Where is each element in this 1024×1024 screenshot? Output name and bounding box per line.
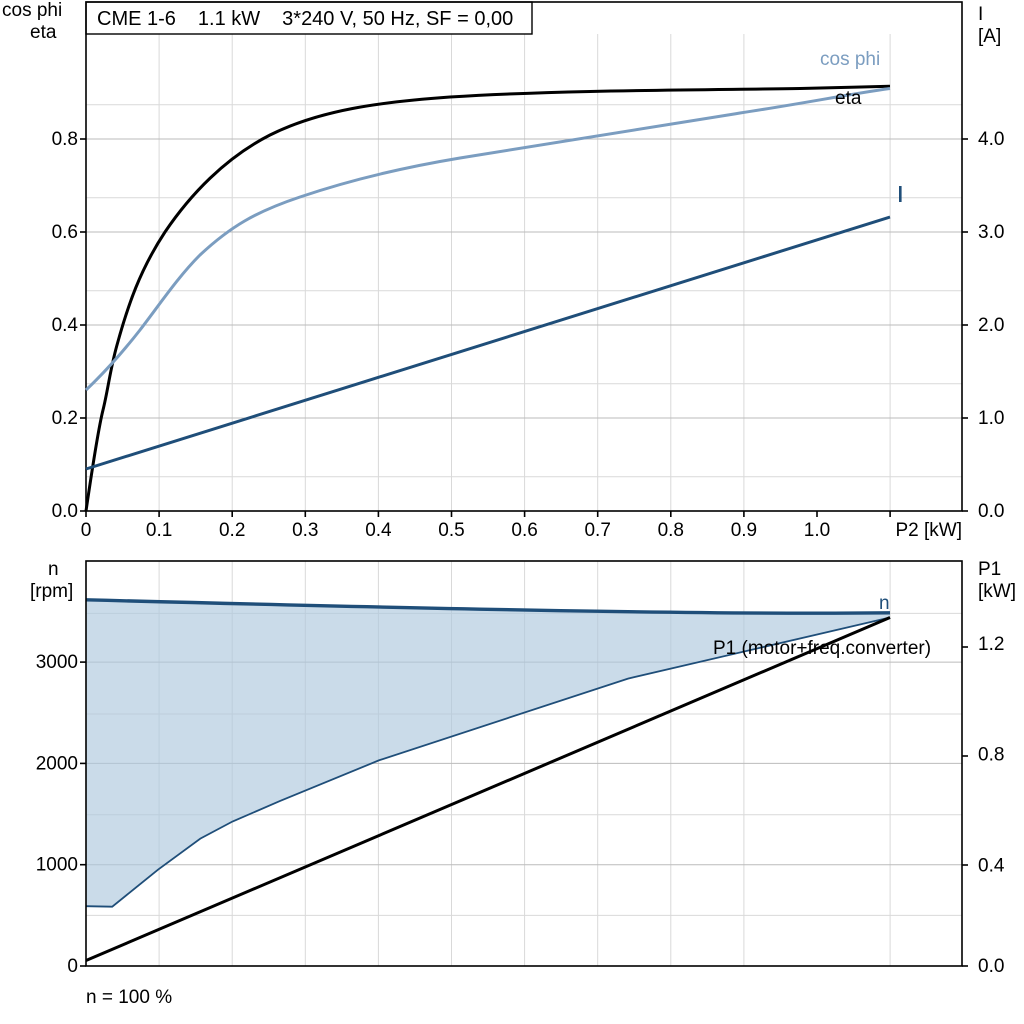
svg-text:P2 [kW]: P2 [kW] <box>895 520 962 541</box>
svg-text:n = 100 %: n = 100 % <box>86 987 172 1008</box>
svg-text:0.8: 0.8 <box>658 520 684 541</box>
svg-text:0.4: 0.4 <box>978 856 1005 877</box>
svg-text:4.0: 4.0 <box>978 129 1004 150</box>
svg-text:3.0: 3.0 <box>978 222 1004 243</box>
svg-text:eta: eta <box>835 88 862 109</box>
svg-text:0.5: 0.5 <box>438 520 464 541</box>
svg-text:0.9: 0.9 <box>731 520 757 541</box>
svg-text:eta: eta <box>30 22 57 43</box>
svg-text:cos phi: cos phi <box>820 49 880 70</box>
svg-text:0.8: 0.8 <box>52 129 78 150</box>
svg-text:0.4: 0.4 <box>365 520 392 541</box>
svg-text:2.0: 2.0 <box>978 315 1004 336</box>
svg-text:1.0: 1.0 <box>804 520 830 541</box>
svg-text:0: 0 <box>81 520 92 541</box>
svg-text:1.2: 1.2 <box>978 634 1004 655</box>
svg-text:0.0: 0.0 <box>52 501 78 522</box>
svg-text:[rpm]: [rpm] <box>30 581 73 602</box>
svg-text:0.8: 0.8 <box>978 745 1004 766</box>
svg-text:1000: 1000 <box>36 855 78 876</box>
svg-text:0.7: 0.7 <box>584 520 610 541</box>
svg-text:0.3: 0.3 <box>292 520 318 541</box>
svg-text:n: n <box>879 593 890 614</box>
svg-text:[A]: [A] <box>978 26 1001 47</box>
svg-text:1.0: 1.0 <box>978 408 1004 429</box>
svg-text:P1: P1 <box>978 559 1001 580</box>
svg-text:P1 (motor+freq.converter): P1 (motor+freq.converter) <box>713 638 931 659</box>
svg-text:0.6: 0.6 <box>52 222 78 243</box>
svg-text:0.4: 0.4 <box>52 315 79 336</box>
svg-text:3000: 3000 <box>36 652 78 673</box>
svg-text:0.1: 0.1 <box>146 520 172 541</box>
svg-text:0.2: 0.2 <box>52 408 78 429</box>
svg-text:0.6: 0.6 <box>511 520 537 541</box>
svg-text:n: n <box>48 559 59 580</box>
svg-text:0.0: 0.0 <box>978 956 1004 977</box>
svg-text:2000: 2000 <box>36 753 78 774</box>
svg-text:I: I <box>978 4 983 25</box>
svg-text:[kW]: [kW] <box>978 581 1016 602</box>
svg-text:0: 0 <box>67 956 78 977</box>
svg-text:cos phi: cos phi <box>2 0 62 21</box>
svg-text:0.2: 0.2 <box>219 520 245 541</box>
svg-text:0.0: 0.0 <box>978 501 1004 522</box>
svg-text:CME 1-61.1 kW3*240 V, 50 Hz, S: CME 1-6 1.1 kW 3*240 V, 50 Hz, SF = 0,00 <box>97 8 513 30</box>
